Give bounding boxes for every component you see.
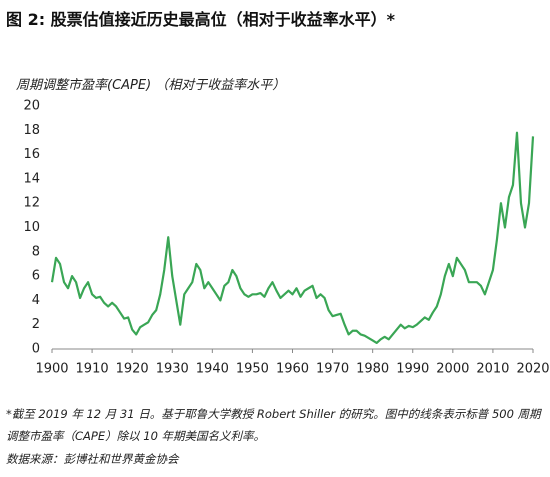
y-tick-label: 6 xyxy=(32,269,40,284)
y-tick-label: 14 xyxy=(23,171,40,186)
x-tick-label: 2020 xyxy=(516,362,549,377)
x-tick-label: 1920 xyxy=(116,362,149,377)
x-tick-label: 1980 xyxy=(356,362,389,377)
x-tick-label: 1910 xyxy=(76,362,109,377)
y-axis-label: 周期调整市盈率(CAPE) （相对于收益率水平） xyxy=(16,78,286,93)
x-tick-label: 1990 xyxy=(396,362,429,377)
y-tick-label: 2 xyxy=(32,317,40,332)
y-tick-label: 0 xyxy=(32,342,40,357)
chart: 0 2 4 6 8 10 12 14 16 18 20 1900 1910 1920 1930 1940 195… xyxy=(23,99,549,377)
x-tick-label: 1930 xyxy=(156,362,189,377)
x-tick-label: 1900 xyxy=(35,362,68,377)
y-tick-label: 4 xyxy=(32,293,40,308)
x-tick-label: 1960 xyxy=(276,362,309,377)
y-tick-label: 16 xyxy=(23,147,40,162)
y-tick-label: 18 xyxy=(23,123,40,138)
x-tick-label: 1950 xyxy=(236,362,269,377)
x-tick-label: 2000 xyxy=(436,362,469,377)
y-tick-label: 20 xyxy=(23,99,40,114)
chart-title: 图 2: 股票估值接近历史最高位（相对于收益率水平）* xyxy=(6,10,396,29)
footnote: *截至 2019 年 12 月 31 日。基于耶鲁大学教授 Robert Shi… xyxy=(6,407,541,443)
data-line xyxy=(50,131,535,345)
y-tick-label: 12 xyxy=(23,196,40,211)
y-tick-label: 8 xyxy=(32,244,40,259)
x-tick-label: 1970 xyxy=(316,362,349,377)
y-tick-label: 10 xyxy=(23,220,40,235)
source: 数据来源：彭博社和世界黄金协会 xyxy=(6,452,179,466)
x-tick-label: 1940 xyxy=(196,362,229,377)
x-tick-label: 2010 xyxy=(476,362,509,377)
